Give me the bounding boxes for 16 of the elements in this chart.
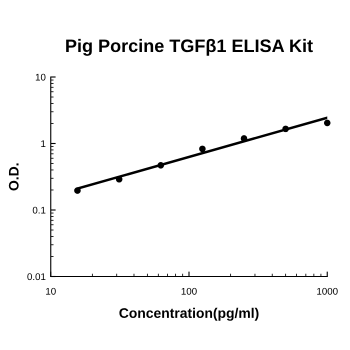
point [240,135,248,142]
y-tick-label: 0.01 [27,273,46,280]
y-tick-label: 1 [41,140,46,148]
y-tick-label: 0.1 [32,206,46,214]
y-axis-title: O.D. [8,163,19,190]
point [324,120,331,126]
x-tick-label: 1000 [317,288,338,295]
point [199,146,206,152]
chart-title: Pig Porcine TGFβ1 ELISA Kit [66,38,313,56]
x-tick-label: 100 [182,288,197,295]
x-axis-title: Concentration(pg/ml) [119,308,259,321]
point [74,187,81,194]
point [282,126,289,132]
point [157,162,164,169]
x-tick-label: 10 [46,288,56,295]
y-tick-label: 10 [36,74,46,81]
